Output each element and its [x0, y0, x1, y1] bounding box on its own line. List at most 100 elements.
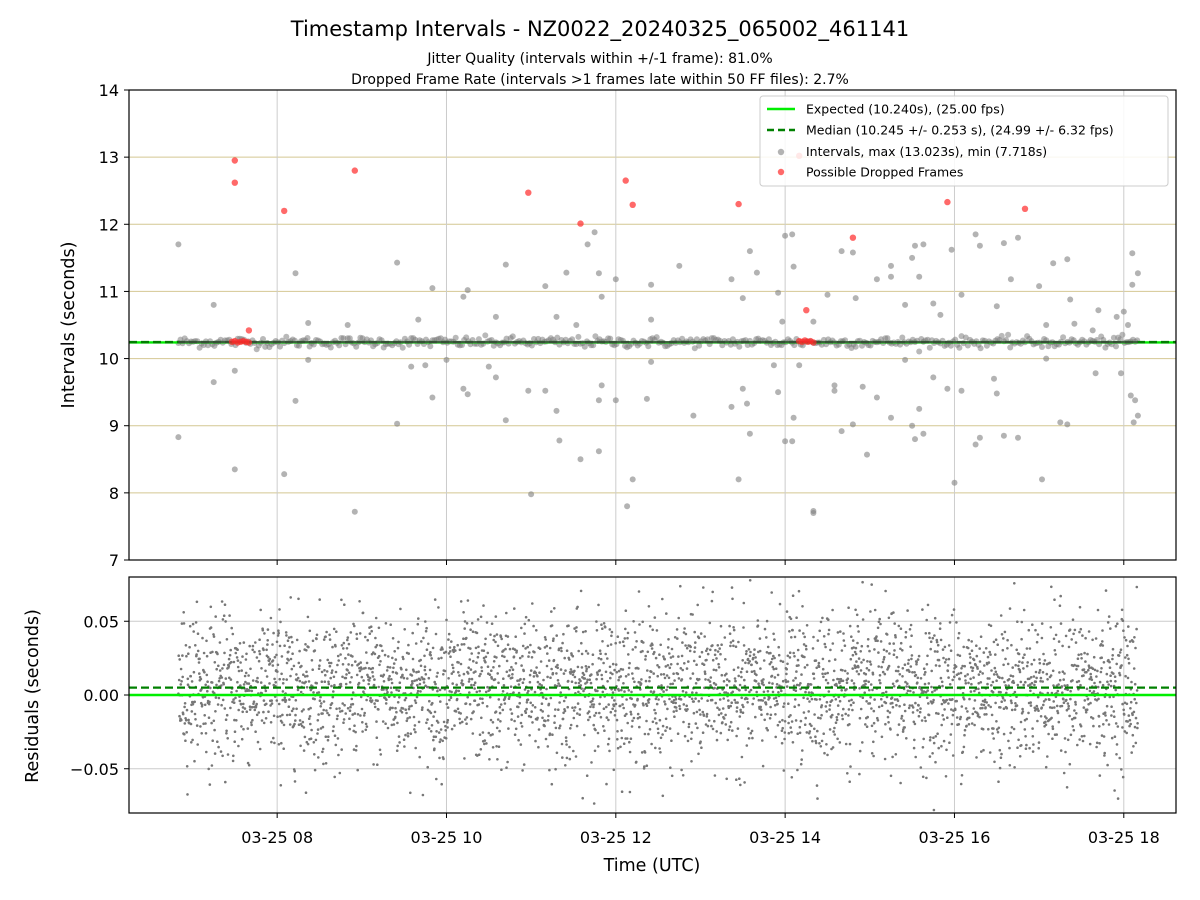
residual-point — [501, 654, 504, 658]
residual-point — [980, 750, 983, 753]
residual-point — [984, 647, 988, 650]
residual-point — [879, 640, 883, 643]
residual-point — [277, 631, 281, 635]
residual-point — [805, 647, 808, 651]
residual-point — [498, 711, 502, 715]
residual-point — [1133, 636, 1136, 639]
residual-point — [585, 774, 589, 777]
interval-outlier-point — [912, 242, 918, 249]
residual-point — [424, 673, 428, 676]
interval-point — [899, 334, 906, 341]
residual-point — [291, 640, 294, 644]
residual-point — [796, 648, 800, 652]
residual-point — [669, 656, 673, 659]
residual-point — [550, 782, 554, 786]
residual-point — [622, 706, 625, 710]
residual-point — [1131, 733, 1135, 737]
residual-point — [911, 711, 915, 714]
residual-point — [1006, 638, 1009, 642]
residual-point — [436, 671, 439, 675]
residual-point — [623, 690, 626, 693]
residual-point — [552, 637, 555, 640]
residual-point — [195, 600, 199, 604]
residual-point — [484, 655, 488, 659]
residual-point — [330, 684, 333, 688]
x-tick-label: 03-25 08 — [241, 828, 313, 847]
residual-point — [557, 708, 560, 711]
residual-point — [847, 606, 850, 609]
residual-point — [386, 665, 390, 669]
residual-point — [204, 683, 207, 687]
residual-point — [899, 781, 902, 785]
residual-point — [906, 609, 909, 612]
residual-point — [1104, 714, 1107, 717]
residual-point — [463, 627, 467, 630]
residual-point — [1008, 746, 1011, 750]
residual-point — [262, 710, 265, 714]
residual-point — [398, 696, 401, 699]
residual-point — [860, 661, 863, 664]
residual-point — [717, 713, 721, 717]
residual-point — [857, 630, 860, 633]
residual-point — [555, 634, 558, 637]
residual-point — [950, 708, 953, 711]
residual-point — [957, 636, 960, 640]
residual-point — [284, 631, 288, 634]
x-tick-label: 03-25 16 — [918, 828, 990, 847]
residual-point — [544, 697, 548, 701]
residual-point — [778, 720, 781, 724]
residual-point — [397, 689, 401, 692]
residual-point — [219, 750, 223, 753]
residual-point — [338, 771, 342, 775]
residual-point — [273, 741, 276, 745]
residual-point — [681, 668, 684, 672]
residual-point — [1112, 710, 1116, 713]
residual-point — [331, 645, 334, 649]
residual-point — [1119, 648, 1123, 651]
residual-point — [885, 695, 889, 699]
residual-point — [696, 603, 699, 607]
residual-point — [656, 727, 660, 731]
residual-point — [639, 682, 643, 685]
residual-point — [583, 733, 586, 737]
residual-point — [894, 753, 898, 756]
residual-point — [463, 620, 467, 623]
residual-point — [448, 650, 452, 653]
residual-point — [233, 740, 236, 743]
residual-point — [365, 698, 368, 702]
residual-point — [538, 682, 542, 686]
residual-point — [428, 699, 431, 703]
residual-point — [1058, 678, 1062, 682]
residual-point — [193, 700, 196, 704]
residual-point — [488, 695, 492, 699]
interval-outlier-point — [746, 430, 753, 437]
residual-point — [955, 621, 958, 624]
residual-point — [343, 603, 346, 606]
residual-point — [569, 668, 573, 671]
residual-point — [935, 640, 939, 644]
residual-point — [572, 716, 576, 720]
residual-point — [716, 706, 719, 710]
residual-point — [940, 702, 944, 706]
residual-point — [1053, 706, 1056, 709]
residual-point — [824, 678, 828, 682]
residual-point — [429, 651, 432, 654]
residual-point — [761, 681, 764, 684]
residual-point — [414, 730, 417, 734]
residual-point — [335, 630, 338, 633]
residual-point — [925, 776, 928, 780]
residual-point — [653, 616, 657, 619]
residual-point — [880, 697, 883, 701]
residual-point — [203, 714, 206, 717]
residual-point — [683, 662, 686, 665]
residual-point — [1101, 644, 1105, 647]
residual-point — [993, 760, 996, 764]
residual-point — [222, 682, 225, 686]
residual-point — [766, 690, 770, 693]
residual-point — [1028, 746, 1031, 750]
residual-point — [1042, 700, 1046, 703]
residual-point — [811, 647, 815, 650]
interval-outlier-point — [492, 374, 499, 381]
residual-point — [669, 682, 672, 686]
residual-point — [835, 716, 839, 719]
